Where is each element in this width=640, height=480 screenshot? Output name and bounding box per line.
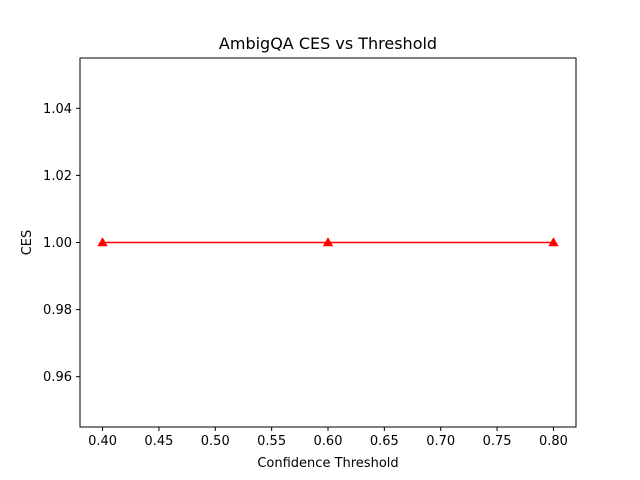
y-tick-label: 1.02 [43,169,72,184]
x-tick-label: 0.65 [370,434,399,449]
x-tick-label: 0.40 [88,434,117,449]
y-tick-label: 0.96 [43,370,72,385]
y-axis-label: CES [20,230,35,256]
x-axis: 0.40 0.45 0.50 0.55 0.60 0.65 0.70 0.75 0.80 [88,427,568,449]
y-tick-label: 1.04 [43,102,72,117]
y-tick-label: 0.98 [43,303,72,318]
x-tick-label: 0.45 [144,434,173,449]
x-tick-label: 0.50 [201,434,230,449]
x-tick-label: 0.80 [539,434,568,449]
data-point-marker [97,237,108,247]
y-tick-label: 1.00 [43,236,72,251]
chart-title: AmbigQA CES vs Threshold [219,34,437,53]
data-point-marker [548,237,559,247]
x-tick-label: 0.55 [257,434,286,449]
x-axis-label: Confidence Threshold [257,456,398,471]
x-tick-label: 0.70 [426,434,455,449]
data-point-marker [322,237,334,247]
x-tick-label: 0.60 [314,434,343,449]
plot-area [97,237,559,247]
y-axis: 0.96 0.98 1.00 1.02 1.04 [43,102,80,385]
x-tick-label: 0.75 [483,434,512,449]
